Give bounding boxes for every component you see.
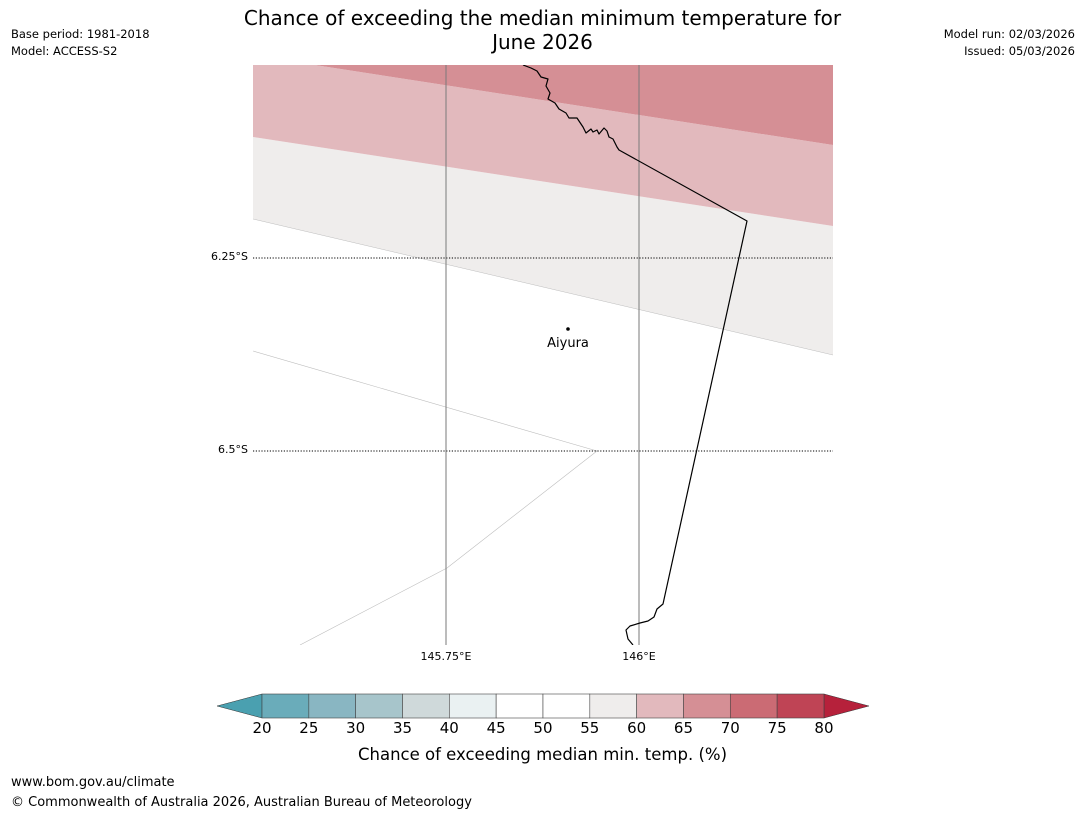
colorbar-title: Chance of exceeding median min. temp. (%…: [357, 745, 728, 764]
colorbar-tick-label: 60: [627, 719, 647, 737]
band-65-70: [253, 65, 833, 226]
aiyura-marker: [566, 327, 570, 331]
title-line-1: Chance of exceeding the median minimum t…: [243, 6, 842, 30]
map-title: Chance of exceeding the median minimum t…: [0, 6, 1085, 54]
colorbar-tick-label: 65: [673, 719, 694, 737]
band-55-60: [253, 137, 833, 355]
colorbar-tick-label: 35: [392, 719, 413, 737]
band-boundary-line: [253, 218, 833, 356]
probability-bands: [253, 65, 833, 645]
issued-date: Issued: 05/03/2026: [964, 44, 1075, 58]
colorbar: [216, 693, 870, 719]
meta-left: Base period: 1981-2018 Model: ACCESS-S2: [11, 26, 150, 60]
colorbar-segment: [355, 693, 403, 719]
colorbar-tick-label: 45: [486, 719, 506, 737]
colorbar-segment: [402, 693, 450, 719]
colorbar-segment: [495, 693, 544, 719]
longitude-label-145-75: 145.75°E: [420, 650, 472, 663]
colorbar-tick-label: 70: [720, 719, 740, 737]
colorbar-segment: [729, 693, 778, 719]
colorbar-segment: [308, 693, 356, 719]
colorbar-over-arrow: [823, 693, 870, 719]
border-line: [522, 65, 748, 645]
colorbar-tick-label: 55: [580, 719, 600, 737]
colorbar-segment: [589, 693, 637, 719]
title-line-2: June 2026: [492, 30, 593, 54]
colorbar-segment: [636, 693, 684, 719]
contour-line: [253, 350, 598, 645]
colorbar-segment: [542, 693, 591, 719]
colorbar-segment: [261, 693, 310, 719]
colorbar-segment: [449, 693, 497, 719]
model-run: Model run: 02/03/2026: [943, 27, 1075, 41]
base-period: Base period: 1981-2018: [11, 27, 150, 41]
colorbar-tick-label: 25: [299, 719, 319, 737]
colorbar-tick-label: 50: [533, 719, 553, 737]
meta-right: Model run: 02/03/2026 Issued: 05/03/2026: [944, 26, 1075, 60]
model-name: Model: ACCESS-S2: [11, 44, 118, 58]
band-70-75: [315, 65, 833, 145]
footer-copyright: © Commonwealth of Australia 2026, Austra…: [11, 795, 472, 810]
colorbar-under-arrow: [216, 693, 263, 719]
colorbar-segment: [683, 693, 731, 719]
colorbar-tick-label: 30: [346, 719, 366, 737]
aiyura-label: Aiyura: [547, 336, 589, 351]
colorbar-tick-label: 75: [767, 719, 787, 737]
colorbar-segment: [776, 693, 825, 719]
colorbar-tick-label: 40: [439, 719, 459, 737]
footer-url: www.bom.gov.au/climate: [11, 775, 175, 790]
latitude-label-6-25: 6.25°S: [211, 250, 248, 263]
latitude-label-6-5: 6.5°S: [218, 443, 248, 456]
longitude-label-146: 146°E: [622, 650, 656, 663]
colorbar-tick-label: 20: [252, 719, 272, 737]
colorbar-tick-label: 80: [814, 719, 834, 737]
